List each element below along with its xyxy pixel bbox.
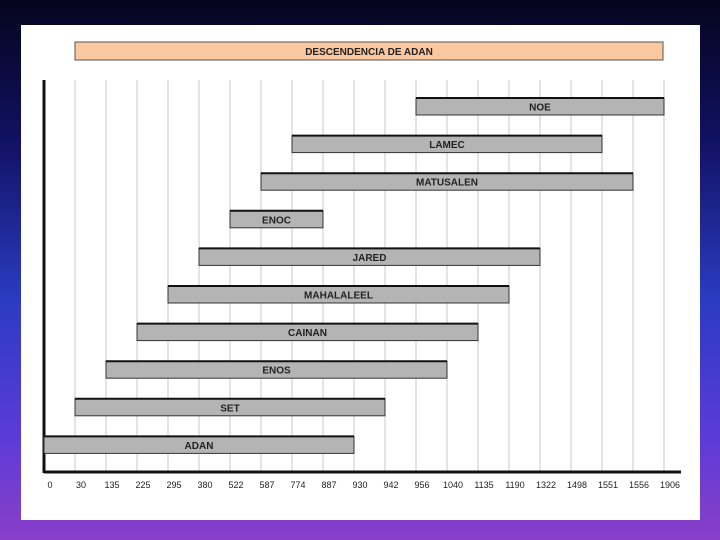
x-tick-label: 1322 (536, 480, 556, 490)
x-tick-label: 1906 (660, 480, 680, 490)
x-tick-label: 1551 (598, 480, 618, 490)
chart-title: DESCENDENCIA DE ADAN (305, 47, 433, 58)
x-tick-label: 930 (352, 480, 367, 490)
chart-title-box: DESCENDENCIA DE ADAN (74, 41, 664, 61)
bar-label-lamec: LAMEC (429, 140, 465, 151)
x-tick-label: 1040 (443, 480, 463, 490)
x-tick-label: 1135 (474, 480, 493, 490)
x-tick-label: 1556 (629, 480, 649, 490)
x-tick-label: 135 (104, 480, 119, 490)
x-tick-label: 887 (321, 480, 336, 490)
title-bar (74, 41, 664, 61)
x-tick-label: 1498 (567, 480, 587, 490)
bar-label-enos: ENOS (262, 366, 291, 377)
bar-label-matusalen: MATUSALEN (416, 178, 478, 189)
x-tick-label: 30 (76, 480, 86, 490)
x-tick-label: 380 (197, 480, 212, 490)
axes (42, 80, 681, 474)
x-tick-label: 522 (228, 480, 243, 490)
bar-label-adan: ADAN (185, 441, 214, 452)
timeline-chart: DESCENDENCIA DE ADAN ADAN SET ENOS CAINAN MA… (42, 41, 681, 490)
bar-label-enoc: ENOC (262, 215, 291, 226)
bar-label-set: SET (220, 403, 239, 414)
x-tick-label: 587 (259, 480, 274, 490)
bar-label-cainan: CAINAN (288, 328, 327, 339)
x-tick-label: 295 (166, 480, 181, 490)
bars: ADAN SET ENOS CAINAN MAHALALEEL JARED ENOC MATU… (43, 97, 665, 454)
tick-labels: 0 30 135 225 295 380 522 587 774 887 930 942 956 1040… (47, 480, 680, 490)
bar-label-noe: NOE (529, 103, 551, 114)
x-tick-label: 956 (414, 480, 429, 490)
x-tick-label: 225 (135, 480, 150, 490)
bar-label-mahalaleel: MAHALALEEL (304, 291, 373, 302)
x-tick-label: 1190 (505, 480, 524, 490)
x-tick-label: 942 (383, 480, 398, 490)
bar-label-jared: JARED (353, 253, 387, 264)
x-tick-label: 0 (47, 480, 52, 490)
slide-panel: DESCENDENCIA DE ADAN ADAN SET ENOS CAINAN MA… (21, 25, 700, 520)
x-tick-label: 774 (290, 480, 305, 490)
